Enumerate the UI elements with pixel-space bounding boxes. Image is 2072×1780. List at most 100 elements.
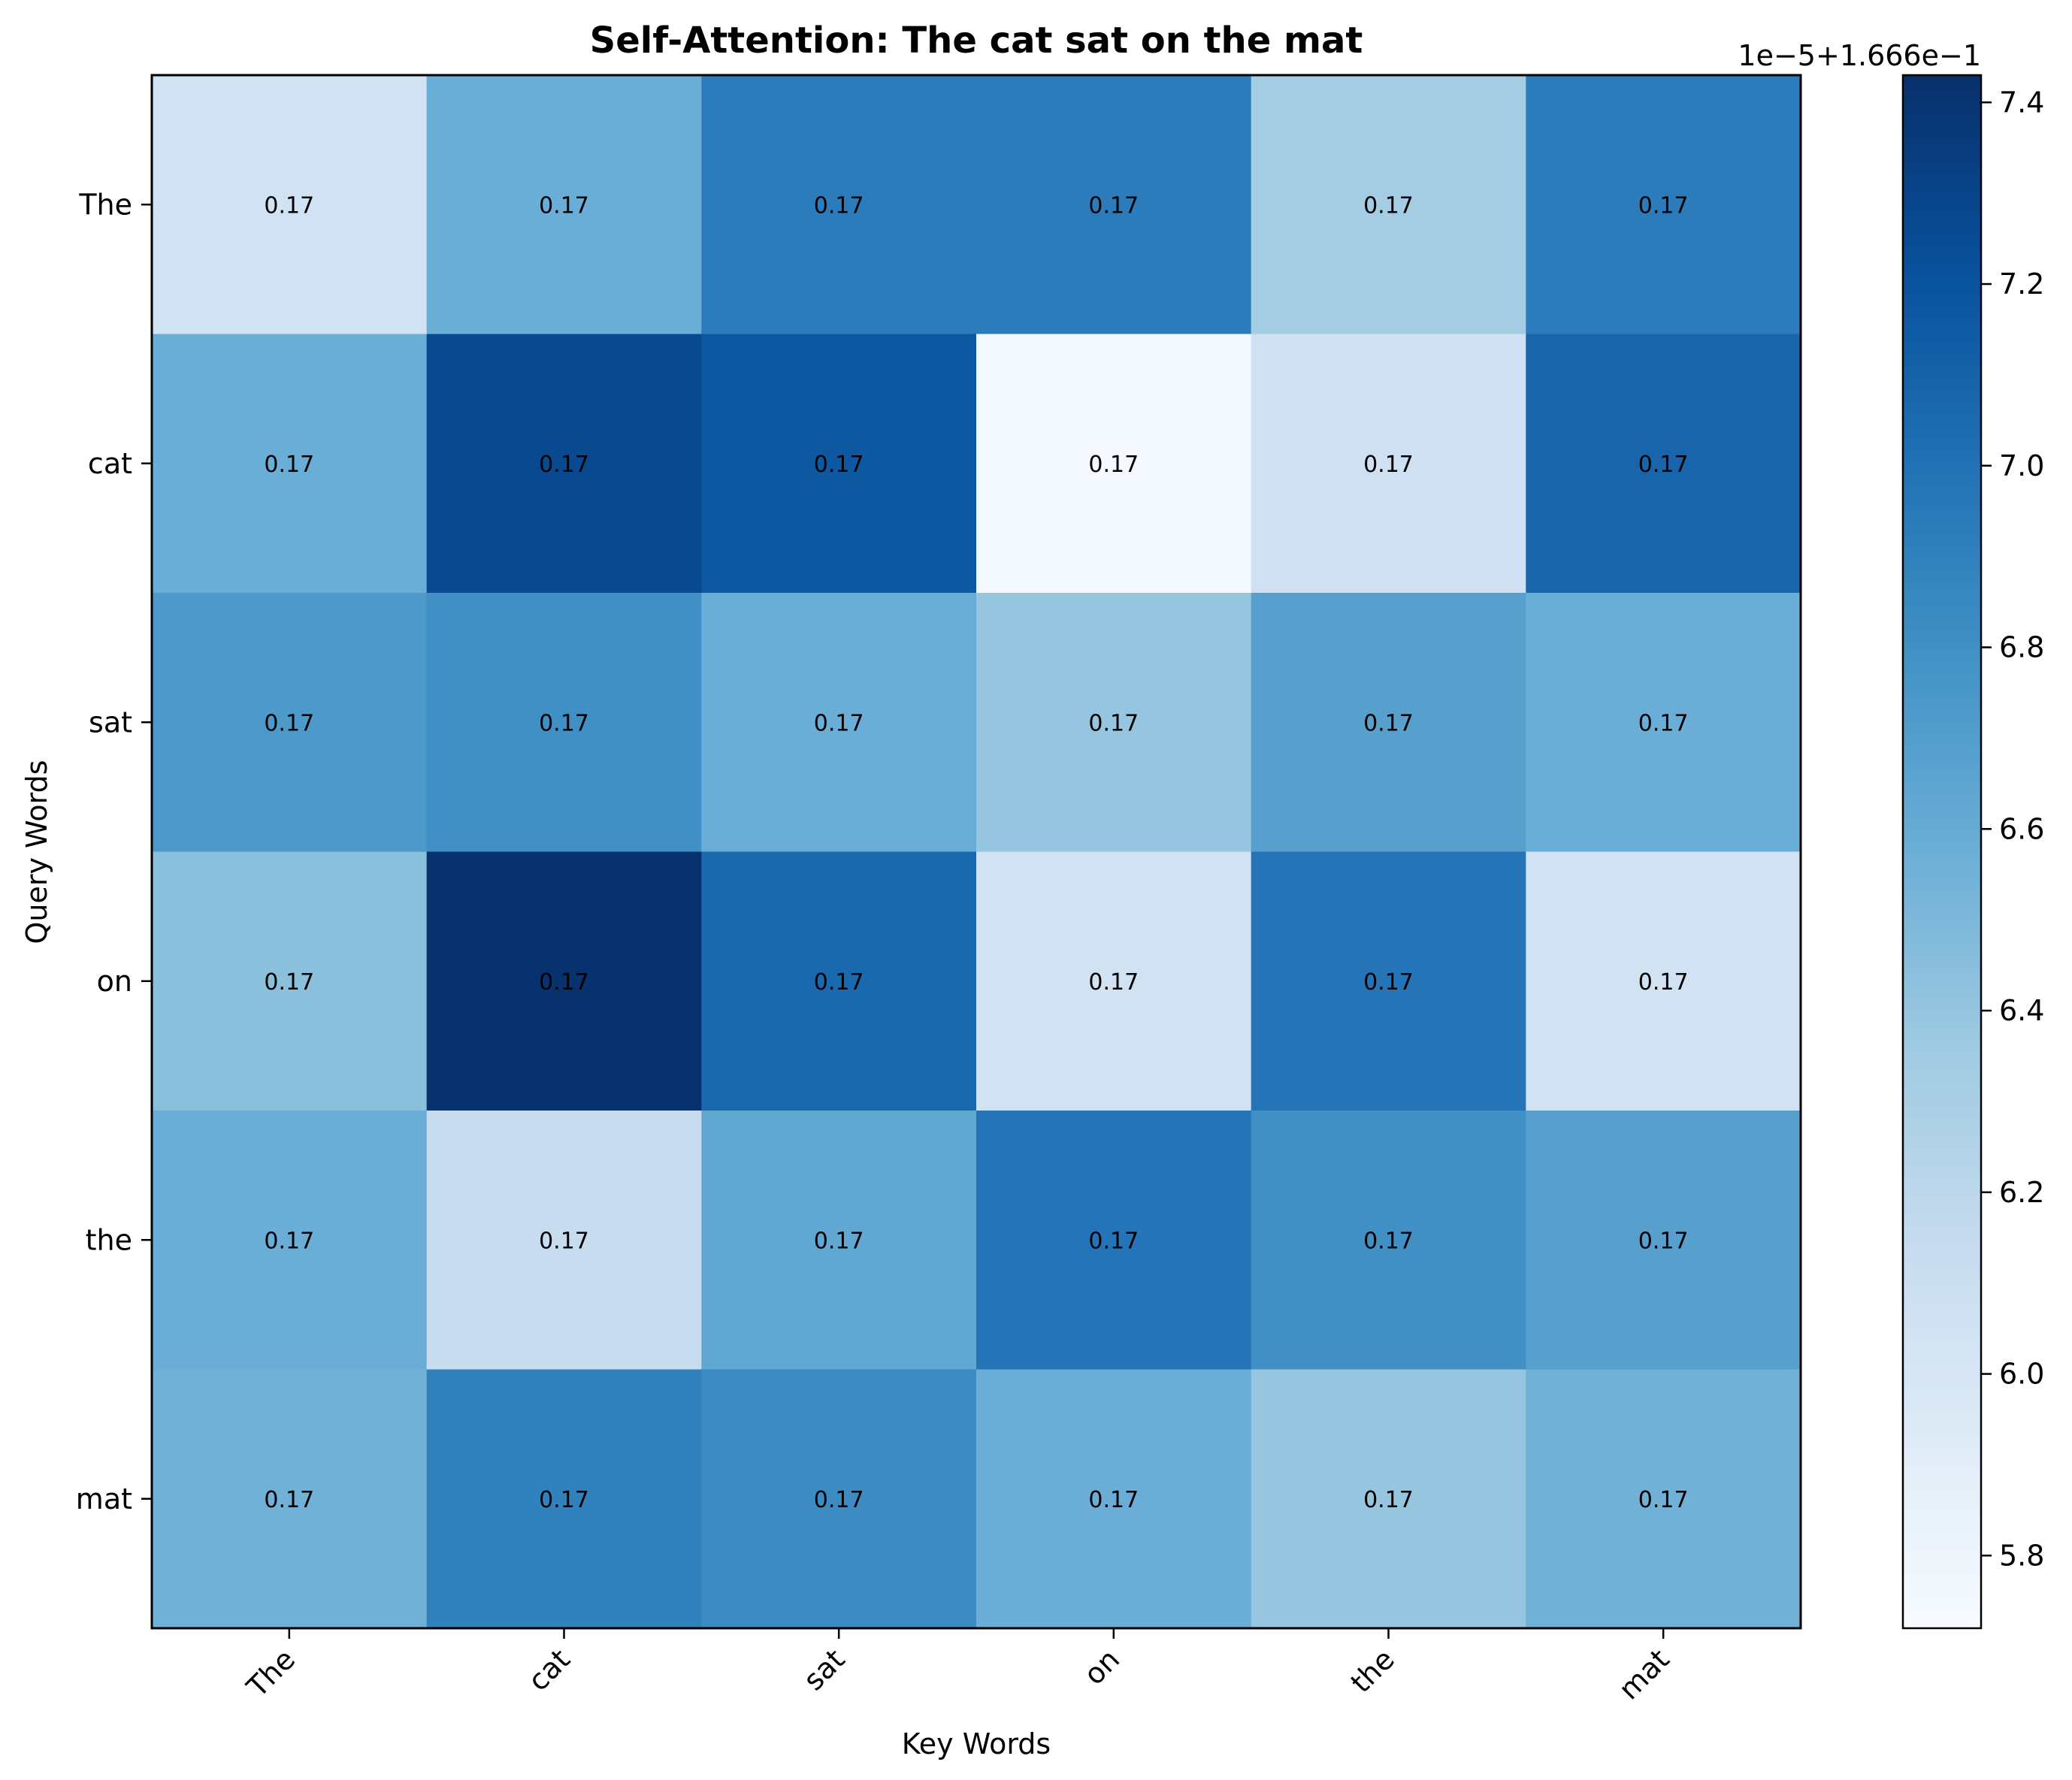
heatmap-cell [701, 75, 977, 335]
cell-value-label: 0.17 [1363, 969, 1414, 996]
cell-value-label: 0.17 [539, 192, 589, 219]
cell-value-label: 0.17 [539, 969, 589, 996]
colorbar [1901, 74, 1983, 1630]
heatmap-cell-labels: 0.17 0.17 0.17 0.17 0.17 0.17 0.17 0.17 0.17 0.17… [264, 192, 1688, 1513]
heatmap-cell [701, 334, 977, 594]
heatmap-cell [152, 75, 428, 335]
colorbar-tick-label: 6.6 [1999, 812, 2044, 845]
cell-value-label: 0.17 [814, 452, 864, 478]
heatmap-cell [1251, 1369, 1526, 1629]
cell-value-label: 0.17 [1363, 192, 1414, 219]
heatmap-cell [976, 1369, 1252, 1629]
heatmap-cell [426, 593, 702, 853]
y-tick-label: on [97, 965, 132, 998]
heatmap-cell [426, 334, 702, 594]
heatmap-cell [1251, 851, 1526, 1111]
colorbar-tick-label: 7.0 [1999, 449, 2044, 482]
heatmap-cell [1251, 1111, 1526, 1371]
heatmap-cell [152, 851, 428, 1111]
cell-value-label: 0.17 [1088, 710, 1139, 736]
heatmap-cell [152, 1111, 428, 1371]
cell-value-label: 0.17 [539, 710, 589, 736]
heatmap-cell [1526, 334, 1801, 594]
x-tick-label: cat [522, 1642, 576, 1697]
x-axis-label: Key Words [902, 1727, 1051, 1760]
heatmap-cell [1526, 75, 1801, 335]
x-tick-label: on [1078, 1642, 1127, 1691]
heatmap-cell [1526, 851, 1801, 1111]
heatmap-cell [1526, 1111, 1801, 1371]
heatmap-cells [152, 75, 1801, 1629]
heatmap-cell [976, 334, 1252, 594]
chart-title: Self-Attention: The cat sat on the mat [590, 20, 1363, 62]
colorbar-tick-label: 6.8 [1999, 631, 2044, 664]
colorbar-offset-label: 1e−5+1.666e−1 [1738, 39, 1981, 72]
cell-value-label: 0.17 [264, 452, 314, 478]
cell-value-label: 0.17 [1638, 192, 1689, 219]
colorbar-ticks: 5.8 6.0 6.2 6.4 6.6 6.8 7.0 7.2 7.4 [1981, 86, 2044, 1572]
cell-value-label: 0.17 [1088, 452, 1139, 478]
heatmap-cell [152, 334, 428, 594]
cell-value-label: 0.17 [264, 1228, 314, 1254]
heatmap-cell [426, 1369, 702, 1629]
heatmap-cell [701, 593, 977, 853]
heatmap-cell [701, 851, 977, 1111]
cell-value-label: 0.17 [1363, 1228, 1414, 1254]
y-axis-label: Query Words [20, 760, 53, 944]
cell-value-label: 0.17 [1088, 969, 1139, 996]
cell-value-label: 0.17 [814, 1228, 864, 1254]
cell-value-label: 0.17 [1363, 1487, 1414, 1513]
cell-value-label: 0.17 [1638, 710, 1689, 736]
cell-value-label: 0.17 [264, 969, 314, 996]
y-axis-ticks: The cat sat on the mat [76, 188, 152, 1516]
heatmap-cell [976, 593, 1252, 853]
colorbar-tick-label: 5.8 [1999, 1539, 2044, 1572]
colorbar-tick-label: 7.4 [1999, 86, 2044, 119]
heatmap-cell [976, 75, 1252, 335]
cell-value-label: 0.17 [814, 969, 864, 996]
cell-value-label: 0.17 [1363, 710, 1414, 736]
heatmap-cell [1526, 593, 1801, 853]
heatmap-cell [152, 1369, 428, 1629]
cell-value-label: 0.17 [264, 1487, 314, 1513]
heatmap-cell [1251, 593, 1526, 853]
cell-value-label: 0.17 [1638, 969, 1689, 996]
heatmap-cell [976, 851, 1252, 1111]
colorbar-tick-label: 6.0 [1999, 1358, 2044, 1391]
cell-value-label: 0.17 [814, 710, 864, 736]
cell-value-label: 0.17 [264, 710, 314, 736]
cell-value-label: 0.17 [1638, 1228, 1689, 1254]
cell-value-label: 0.17 [814, 192, 864, 219]
x-tick-label: mat [1612, 1642, 1675, 1706]
cell-value-label: 0.17 [539, 1228, 589, 1254]
heatmap-cell [152, 593, 428, 853]
colorbar-tick-label: 7.2 [1999, 267, 2044, 301]
x-tick-label: The [240, 1642, 301, 1704]
cell-value-label: 0.17 [539, 452, 589, 478]
cell-value-label: 0.17 [1088, 1228, 1139, 1254]
heatmap-cell [1251, 75, 1526, 335]
x-tick-label: sat [797, 1642, 851, 1697]
y-tick-label: cat [88, 447, 132, 480]
colorbar-tick-label: 6.4 [1999, 994, 2044, 1027]
x-axis-ticks: The cat sat on the mat [240, 1628, 1676, 1706]
heatmap-cell [1526, 1369, 1801, 1629]
colorbar-tick-label: 6.2 [1999, 1176, 2044, 1209]
heatmap-cell [426, 75, 702, 335]
y-tick-label: sat [89, 706, 132, 739]
heatmap-cell [701, 1369, 977, 1629]
heatmap-cell [426, 851, 702, 1111]
cell-value-label: 0.17 [1088, 192, 1139, 219]
cell-value-label: 0.17 [264, 192, 314, 219]
plot-frame [150, 74, 1802, 1630]
cell-value-label: 0.17 [1638, 452, 1689, 478]
cell-value-label: 0.17 [814, 1487, 864, 1513]
x-tick-label: the [1345, 1642, 1401, 1699]
cell-value-label: 0.17 [1363, 452, 1414, 478]
y-tick-label: the [86, 1223, 132, 1256]
cell-value-label: 0.17 [1088, 1487, 1139, 1513]
heatmap-cell [426, 1111, 702, 1371]
heatmap-cell [1251, 334, 1526, 594]
cell-value-label: 0.17 [539, 1487, 589, 1513]
